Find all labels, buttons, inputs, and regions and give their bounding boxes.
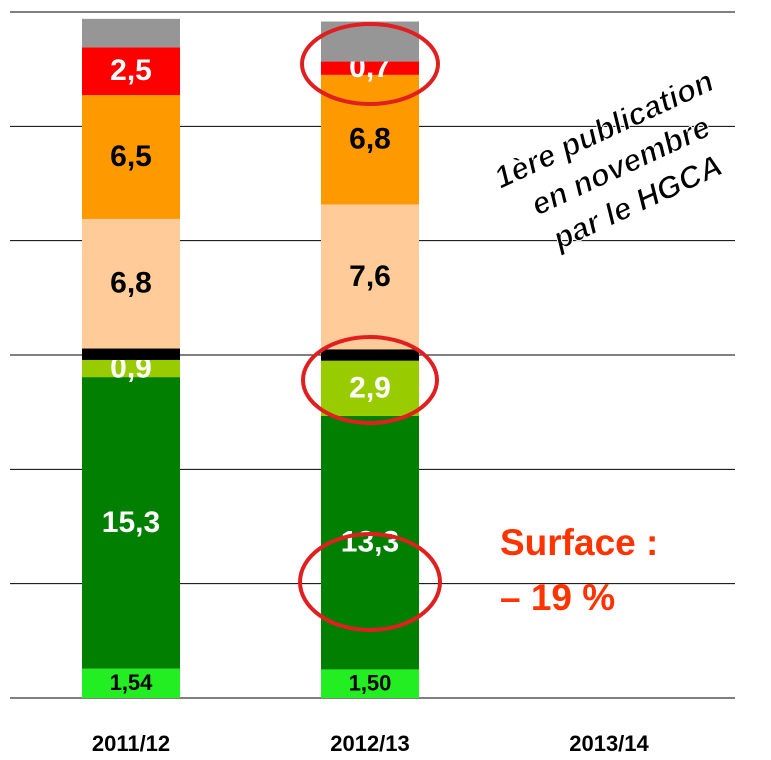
bar-segment: [82, 95, 180, 219]
data-label: 15,3: [102, 506, 160, 539]
bar-segment: [321, 61, 419, 75]
x-tick-label: 2013/14: [569, 731, 649, 756]
data-label: 1,50: [349, 671, 392, 696]
bar-segment: [82, 47, 180, 96]
highlight-circle: [301, 335, 439, 425]
note: 1ère publication en novembre par le HGCA: [488, 63, 728, 257]
bar-segment: [321, 349, 419, 361]
bar-segment: [82, 18, 180, 48]
data-label: 2,9: [349, 371, 391, 404]
bar-segment: [321, 74, 419, 205]
annotation: – 19 %: [500, 577, 615, 618]
annotation: Surface :: [500, 522, 658, 563]
highlight-circle: [300, 22, 440, 106]
data-label: 6,8: [110, 267, 152, 300]
bar-segment: [82, 377, 180, 669]
data-label: 6,8: [349, 123, 391, 156]
bar-segment: [82, 348, 180, 360]
data-label: 13,3: [341, 526, 399, 559]
data-label: 1,54: [110, 670, 154, 695]
data-label: 7,6: [349, 260, 391, 293]
bar-segment: [82, 668, 180, 698]
bar-segment: [321, 415, 419, 670]
x-tick-label: 2011/12: [92, 731, 170, 756]
x-tick-label: 2012/13: [330, 731, 410, 756]
highlight-circle: [298, 532, 442, 632]
data-label: 2,5: [110, 54, 152, 87]
bar-segment: [82, 218, 180, 349]
bar-segment: [82, 359, 180, 378]
bar-segment: [321, 360, 419, 416]
bar-segment: [321, 669, 419, 698]
data-label: 6,5: [110, 140, 152, 173]
bar-segment: [321, 204, 419, 350]
plot: 2011/121,5415,30,96,86,52,52012/131,5013…: [10, 11, 735, 756]
